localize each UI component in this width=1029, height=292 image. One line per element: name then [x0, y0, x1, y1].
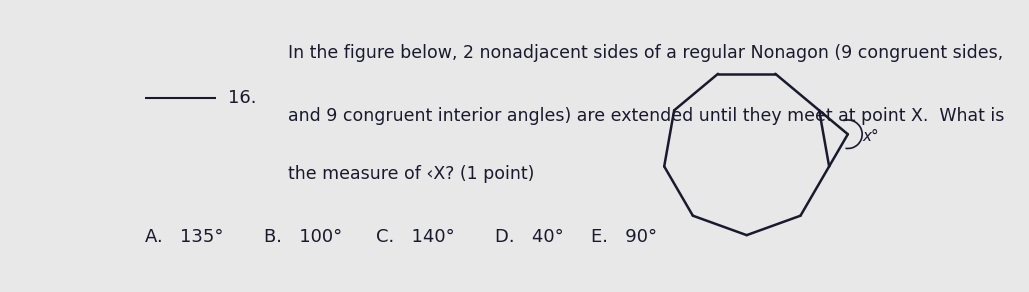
Text: x°: x° — [862, 129, 879, 144]
Text: the measure of ‹X? (1 point): the measure of ‹X? (1 point) — [288, 166, 534, 183]
Text: A.   135°: A. 135° — [144, 228, 223, 246]
Text: C.   140°: C. 140° — [376, 228, 455, 246]
Text: and 9 congruent interior angles) are extended until they meet at point X.  What : and 9 congruent interior angles) are ext… — [288, 107, 1004, 125]
Text: 16.: 16. — [228, 89, 257, 107]
Text: E.   90°: E. 90° — [591, 228, 658, 246]
Text: B.   100°: B. 100° — [264, 228, 343, 246]
Text: D.   40°: D. 40° — [496, 228, 564, 246]
Text: In the figure below, 2 nonadjacent sides of a regular Nonagon (9 congruent sides: In the figure below, 2 nonadjacent sides… — [288, 44, 1003, 62]
